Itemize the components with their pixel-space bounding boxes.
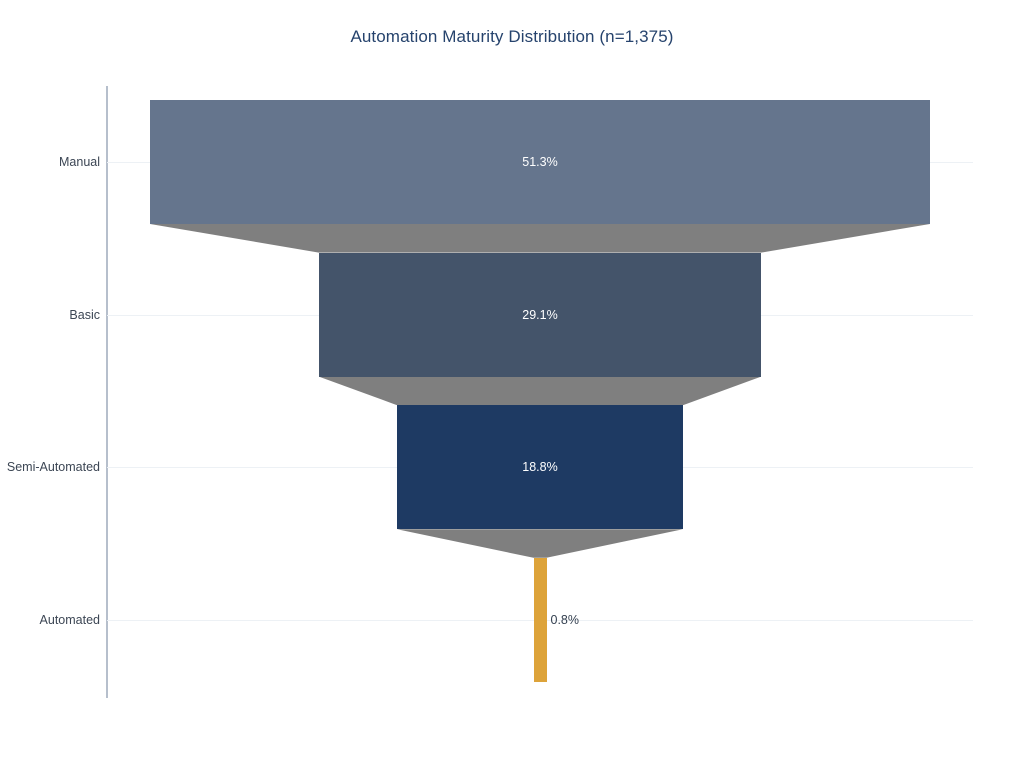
funnel-segment-manual[interactable] (150, 100, 930, 224)
chart-title: Automation Maturity Distribution (n=1,37… (350, 27, 674, 46)
funnel-connector-manual (150, 224, 930, 253)
value-label-automated: 0.8% (550, 612, 580, 627)
y-axis-line (106, 86, 108, 698)
funnel-segment-basic[interactable] (318, 252, 762, 377)
axis-label-semi-automated: Semi-Automated (6, 460, 100, 475)
value-label-semi-automated: 18.8% (522, 460, 558, 475)
axis-label-automated: Automated (39, 612, 100, 627)
value-label-manual: 51.3% (522, 155, 558, 169)
funnel-connector-basic (318, 376, 762, 405)
funnel-segment-automated[interactable] (533, 557, 547, 682)
axis-label-basic: Basic (69, 307, 100, 322)
value-label-basic: 29.1% (522, 307, 558, 322)
funnel-connector-semi-automated (397, 529, 683, 558)
funnel-segment-semi-automated[interactable] (397, 405, 683, 530)
axis-label-manual: Manual (59, 155, 100, 169)
